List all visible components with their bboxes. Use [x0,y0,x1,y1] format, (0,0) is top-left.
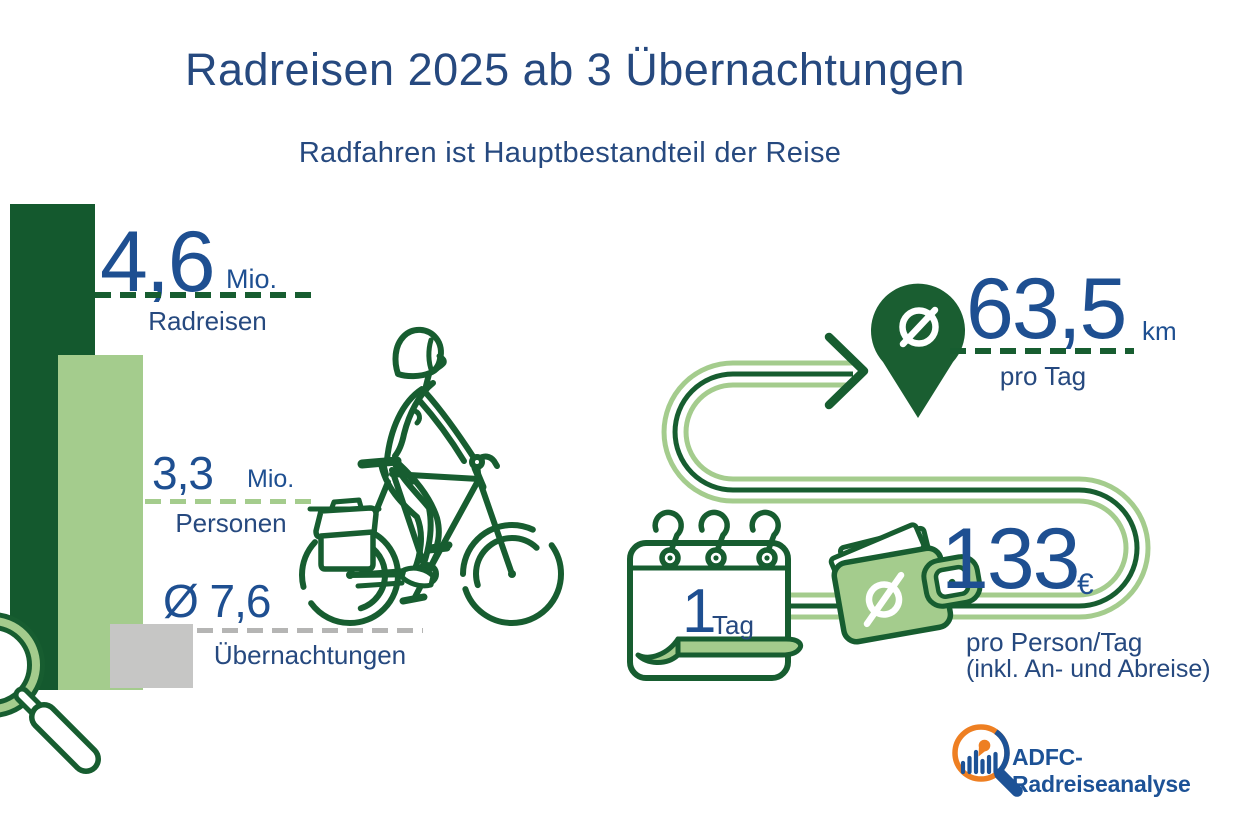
label-personen: Personen [175,508,287,538]
calendar-page-curl [635,636,804,665]
diameter-icon [899,306,939,348]
value-personen: 3,3 [152,447,214,499]
unit-duration: Tag [712,610,754,640]
adfc-logo-magnifier-icon [952,724,1023,797]
value-cost: 133 [941,511,1080,607]
bicycle-rider-icon [299,326,564,626]
page-title: Radreisen 2025 ab 3 Übernachtungen [184,44,966,95]
diameter-icon [863,571,905,628]
bar-uebernachtungen [110,624,193,688]
calendar-rings [652,509,781,569]
unit-radreisen: Mio. [226,264,278,294]
unit-cost: € [1077,568,1094,601]
logo-handle [994,768,1023,797]
wallet-icon [828,522,983,645]
logo-pin-icon [978,739,991,757]
wallet-clasp [921,554,983,609]
logo-bars-icon [960,749,998,775]
unit-personen: Mio. [247,465,295,493]
label-distance: pro Tag [999,361,1087,391]
label-radreisen: Radreisen [148,306,267,336]
unit-distance: km [1142,316,1177,346]
calendar-icon [627,509,804,681]
value-radreisen: 4,6 [100,214,216,310]
label-uebernachtungen: Übernachtungen [213,640,407,670]
route-center-line [672,371,1140,609]
dash-line-personen [145,499,317,504]
page-subtitle: Radfahren ist Hauptbestandteil der Reise [298,137,842,169]
map-pin-icon [870,283,965,418]
value-duration: 1 [682,577,717,646]
dash-line-distance [950,348,1134,354]
route-path [661,283,1151,620]
logo-wordmark: ADFC-Radreiseanalyse [1012,744,1191,797]
value-distance: 63,5 [966,261,1127,357]
dash-line-radreisen [95,292,320,298]
label-cost-2: (inkl. An- und Abreise) [966,655,1211,683]
magnifier-icon [0,612,101,774]
value-uebernachtungen: Ø 7,6 [163,575,272,627]
dash-line-uebernachtungen [197,628,423,633]
arrow-icon [824,332,869,410]
label-cost-1: pro Person/Tag [966,627,1143,657]
